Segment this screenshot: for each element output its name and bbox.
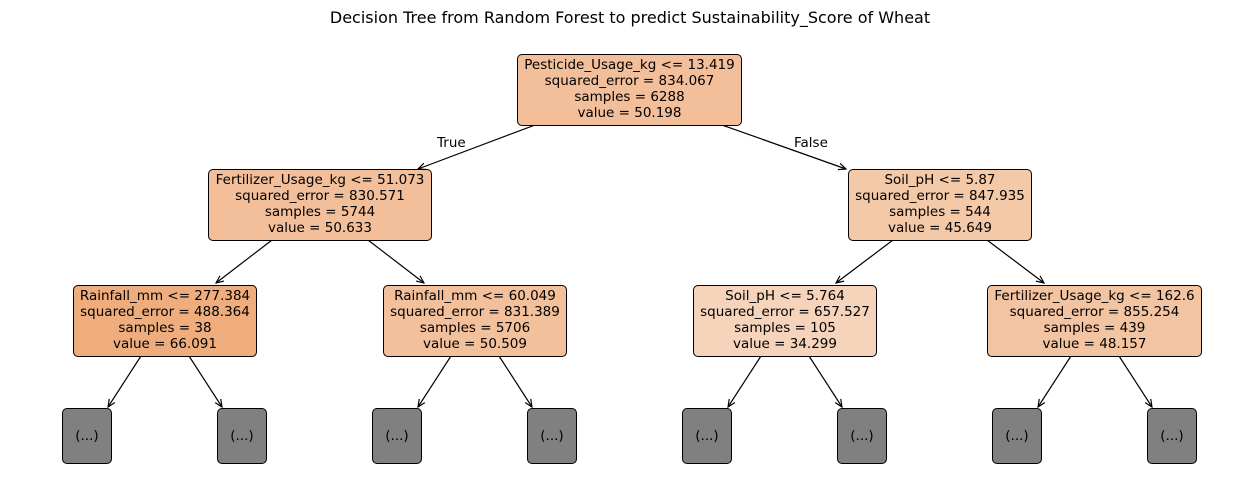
edge-ll-leaf1 <box>108 355 142 407</box>
node-split: Rainfall_mm <= 60.049 <box>394 288 556 304</box>
node-split: Soil_pH <= 5.764 <box>725 288 845 304</box>
node-samples: samples = 38 <box>118 320 212 336</box>
node-root: Pesticide_Usage_kg <= 13.419 squared_err… <box>517 54 742 126</box>
edge-r-rr <box>986 239 1044 283</box>
edge-l-ll <box>216 239 273 283</box>
node-squared-error: squared_error = 831.389 <box>390 304 560 320</box>
truncated-node: (...) <box>682 408 732 464</box>
truncated-node: (...) <box>62 408 112 464</box>
truncated-node: (...) <box>372 408 422 464</box>
node-split: Fertilizer_Usage_kg <= 51.073 <box>215 172 425 188</box>
truncated-node: (...) <box>217 408 267 464</box>
node-samples: samples = 439 <box>1043 320 1146 336</box>
node-value: value = 45.649 <box>887 220 992 236</box>
edge-lr-leaf3 <box>418 355 452 407</box>
edge-l-lr <box>367 239 424 283</box>
node-squared-error: squared_error = 488.364 <box>80 304 250 320</box>
truncated-node: (...) <box>527 408 577 464</box>
edge-ll-leaf2 <box>188 355 222 407</box>
node-split: Rainfall_mm <= 277.384 <box>79 288 251 304</box>
edge-lr-leaf4 <box>498 355 532 407</box>
node-split: Soil_pH <= 5.87 <box>884 172 996 188</box>
node-squared-error: squared_error = 830.571 <box>235 188 405 204</box>
node-value: value = 48.157 <box>1042 336 1147 352</box>
node-squared-error: squared_error = 834.067 <box>544 73 715 89</box>
node-split: Fertilizer_Usage_kg <= 162.6 <box>994 288 1195 304</box>
node-value: value = 50.633 <box>267 220 372 236</box>
edge-rr-leaf7 <box>1038 355 1072 407</box>
node-samples: samples = 544 <box>889 204 991 220</box>
node-value: value = 50.509 <box>422 336 527 352</box>
node-value: value = 34.299 <box>732 336 837 352</box>
node-value: value = 50.198 <box>577 105 682 121</box>
node-samples: samples = 5706 <box>419 320 531 336</box>
node-split: Pesticide_Usage_kg <= 13.419 <box>524 57 735 73</box>
edge-root-right <box>721 124 846 169</box>
node-right-right: Fertilizer_Usage_kg <= 162.6 squared_err… <box>987 285 1202 357</box>
node-left-right: Rainfall_mm <= 60.049 squared_error = 83… <box>383 285 567 357</box>
edge-rl-leaf6 <box>808 355 842 407</box>
node-squared-error: squared_error = 847.935 <box>855 188 1025 204</box>
node-squared-error: squared_error = 657.527 <box>700 304 870 320</box>
node-right-left: Soil_pH <= 5.764 squared_error = 657.527… <box>693 285 877 357</box>
node-squared-error: squared_error = 855.254 <box>1009 304 1180 320</box>
edge-root-left <box>418 124 536 169</box>
edge-rl-leaf5 <box>728 355 762 407</box>
node-samples: samples = 6288 <box>574 89 685 105</box>
node-left: Fertilizer_Usage_kg <= 51.073 squared_er… <box>208 169 432 241</box>
truncated-node: (...) <box>992 408 1042 464</box>
node-left-left: Rainfall_mm <= 277.384 squared_error = 4… <box>73 285 257 357</box>
node-samples: samples = 105 <box>734 320 836 336</box>
node-value: value = 66.091 <box>112 336 217 352</box>
chart-title: Decision Tree from Random Forest to pred… <box>329 8 931 27</box>
truncated-node: (...) <box>837 408 887 464</box>
node-samples: samples = 5744 <box>264 204 376 220</box>
node-right: Soil_pH <= 5.87 squared_error = 847.935 … <box>848 169 1032 241</box>
edge-label-false: False <box>794 135 828 151</box>
edge-r-rl <box>836 239 894 283</box>
edge-rr-leaf8 <box>1118 355 1152 407</box>
truncated-node: (...) <box>1147 408 1197 464</box>
edge-label-true: True <box>437 135 466 151</box>
